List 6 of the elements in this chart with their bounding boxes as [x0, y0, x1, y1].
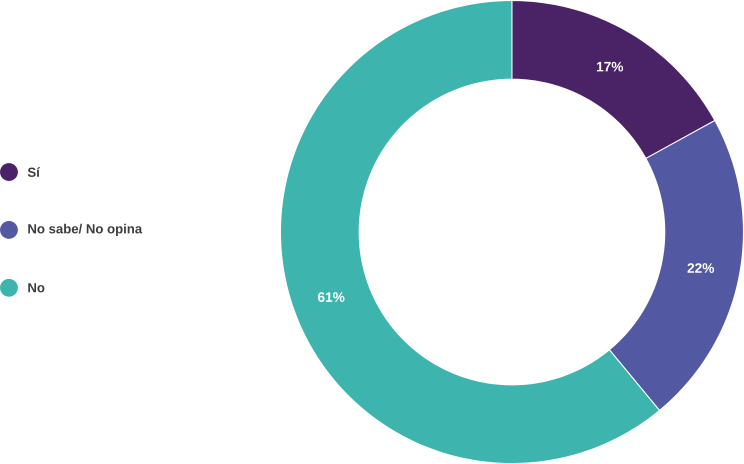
- data-label: 17%: [596, 62, 624, 72]
- legend-label: No sabe/ No opina: [28, 224, 142, 236]
- legend-label: Sí: [28, 167, 40, 177]
- legend-label: No: [28, 283, 44, 292]
- data-label: 22%: [688, 263, 714, 273]
- data-label: 61%: [318, 292, 344, 302]
